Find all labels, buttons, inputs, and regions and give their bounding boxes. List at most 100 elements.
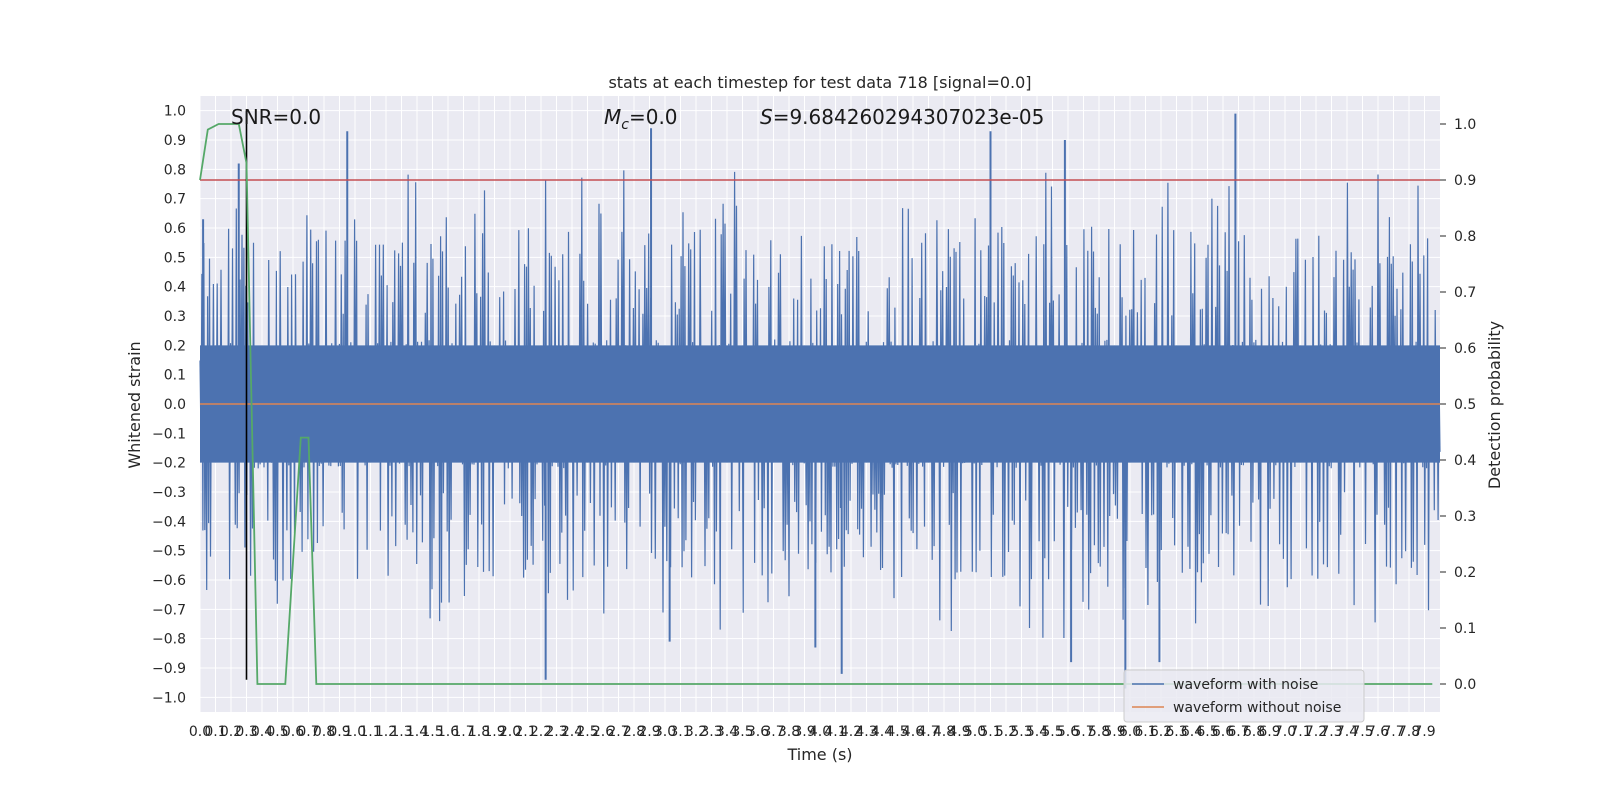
x-tick-label: 2.4 <box>561 724 583 740</box>
x-tick-label: 0.5 <box>266 724 288 740</box>
x-tick-label: 4.0 <box>809 724 831 740</box>
x-tick-label: 1.6 <box>437 724 459 740</box>
y-left-tick-label: 0.6 <box>164 221 186 237</box>
y-axis-right-ticks: 1.0 0.9 0.8 0.7 0.6 0.5 0.4 0.3 0.2 0.1 0.0 <box>1440 117 1476 693</box>
y-right-tick-label: 0.1 <box>1454 621 1476 637</box>
x-tick-label: 3.7 <box>762 724 784 740</box>
x-tick-label: 7.1 <box>1289 724 1311 740</box>
x-tick-label: 3.1 <box>669 724 691 740</box>
y-right-tick-label: 0.2 <box>1454 565 1476 581</box>
x-tick-label: 1.9 <box>483 724 505 740</box>
y-right-tick-label: 0.7 <box>1454 285 1476 301</box>
x-tick-label: 0.8 <box>313 724 335 740</box>
y-left-tick-label: 0.1 <box>164 368 186 384</box>
x-tick-label: 6.8 <box>1243 724 1265 740</box>
x-tick-label: 5.8 <box>1088 724 1110 740</box>
y-left-tick-label: −0.2 <box>152 456 186 472</box>
legend-box <box>1123 669 1365 723</box>
x-tick-label: 2.0 <box>499 724 521 740</box>
x-tick-label: 5.9 <box>1103 724 1125 740</box>
x-tick-label: 7.6 <box>1367 724 1389 740</box>
x-tick-label: 4.3 <box>855 724 877 740</box>
x-tick-label: 0.2 <box>220 724 242 740</box>
x-tick-label: 2.5 <box>576 724 598 740</box>
x-tick-label: 2.7 <box>607 724 629 740</box>
y-right-tick-label: 0.5 <box>1454 397 1476 413</box>
y-left-tick-label: −0.9 <box>152 661 186 677</box>
x-tick-label: 1.2 <box>375 724 397 740</box>
x-tick-label: 2.3 <box>545 724 567 740</box>
y-right-tick-label: 1.0 <box>1454 117 1476 133</box>
x-tick-label: 0.0 <box>189 724 211 740</box>
x-tick-label: 3.4 <box>716 724 738 740</box>
x-tick-label: 7.2 <box>1305 724 1327 740</box>
x-tick-label: 3.8 <box>778 724 800 740</box>
x-tick-label: 0.6 <box>282 724 304 740</box>
x-tick-label: 5.7 <box>1072 724 1094 740</box>
x-tick-label: 6.2 <box>1150 724 1172 740</box>
x-tick-label: 0.1 <box>204 724 226 740</box>
x-tick-label: 5.6 <box>1057 724 1079 740</box>
x-tick-label: 4.9 <box>948 724 970 740</box>
y-right-tick-label: 0.9 <box>1454 173 1476 189</box>
y-right-tick-label: 0.6 <box>1454 341 1476 357</box>
x-tick-label: 7.9 <box>1413 724 1435 740</box>
score-annotation: S=9.684260294307023e-05 <box>760 105 1044 129</box>
x-tick-label: 2.9 <box>638 724 660 740</box>
x-tick-label: 5.2 <box>995 724 1017 740</box>
y-left-tick-label: 0.8 <box>164 162 186 178</box>
x-tick-label: 6.3 <box>1165 724 1187 740</box>
x-tick-label: 5.5 <box>1041 724 1063 740</box>
y-right-tick-label: 0.8 <box>1454 229 1476 245</box>
x-tick-label: 2.1 <box>514 724 536 740</box>
y-left-tick-label: 0.5 <box>164 250 186 266</box>
x-tick-label: 6.0 <box>1119 724 1141 740</box>
y-left-tick-label: 0.4 <box>164 280 186 296</box>
y-left-tick-label: 0.0 <box>164 397 186 413</box>
x-tick-label: 4.6 <box>902 724 924 740</box>
y-left-tick-label: 1.0 <box>164 104 186 120</box>
legend-label-clean: waveform without noise <box>1173 700 1341 716</box>
x-tick-label: 6.9 <box>1258 724 1280 740</box>
y-left-tick-label: −0.5 <box>152 544 186 560</box>
x-axis-ticks: 0.00.10.20.30.40.50.60.70.80.91.01.11.21… <box>189 724 1436 740</box>
x-tick-label: 1.4 <box>406 724 428 740</box>
x-tick-label: 1.7 <box>452 724 474 740</box>
x-tick-label: 4.8 <box>933 724 955 740</box>
x-tick-label: 7.7 <box>1382 724 1404 740</box>
x-tick-label: 0.7 <box>297 724 319 740</box>
y-right-tick-label: 0.0 <box>1454 677 1476 693</box>
x-tick-label: 1.0 <box>344 724 366 740</box>
x-tick-label: 0.4 <box>251 724 273 740</box>
x-tick-label: 2.8 <box>623 724 645 740</box>
x-tick-label: 3.3 <box>700 724 722 740</box>
x-tick-label: 3.6 <box>747 724 769 740</box>
x-tick-label: 4.1 <box>824 724 846 740</box>
y-left-tick-label: −0.3 <box>152 485 186 501</box>
x-tick-label: 7.8 <box>1398 724 1420 740</box>
y-axis-left-ticks: 1.0 0.9 0.8 0.7 0.6 0.5 0.4 0.3 0.2 0.1 0.0 −0.1 −0.… <box>152 104 186 707</box>
x-tick-label: 4.4 <box>871 724 893 740</box>
x-tick-label: 1.1 <box>359 724 381 740</box>
y-axis-right-label: Detection probability <box>1485 321 1504 489</box>
y-left-tick-label: −1.0 <box>152 690 186 706</box>
x-tick-label: 4.5 <box>886 724 908 740</box>
x-tick-label: 6.7 <box>1227 724 1249 740</box>
x-tick-label: 3.5 <box>731 724 753 740</box>
x-tick-label: 3.2 <box>685 724 707 740</box>
snr-annotation: SNR=0.0 <box>231 105 321 129</box>
x-tick-label: 7.3 <box>1320 724 1342 740</box>
y-right-tick-label: 0.4 <box>1454 453 1476 469</box>
y-left-tick-label: −0.1 <box>152 426 186 442</box>
x-tick-label: 1.3 <box>390 724 412 740</box>
y-left-tick-label: 0.2 <box>164 338 186 354</box>
x-tick-label: 1.5 <box>421 724 443 740</box>
x-tick-label: 6.6 <box>1212 724 1234 740</box>
series-detection-probability <box>199 123 1433 685</box>
x-tick-label: 7.0 <box>1274 724 1296 740</box>
x-tick-label: 6.1 <box>1134 724 1156 740</box>
y-left-tick-label: 0.9 <box>164 133 186 149</box>
x-tick-label: 1.8 <box>468 724 490 740</box>
y-right-tick-label: 0.3 <box>1454 509 1476 525</box>
